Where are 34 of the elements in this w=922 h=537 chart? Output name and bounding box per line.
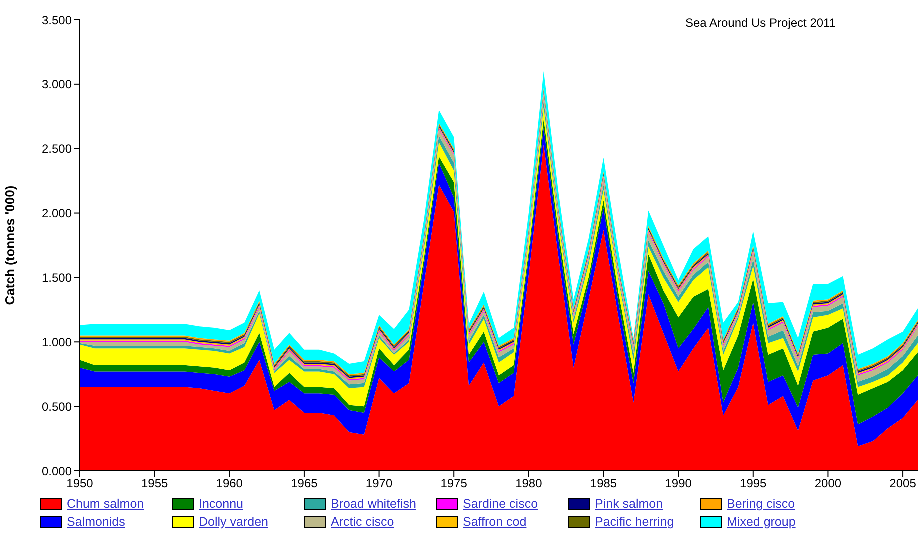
x-tick-label: 1980: [516, 476, 543, 491]
x-tick-label: 1970: [366, 476, 393, 491]
x-tick-label: 1985: [590, 476, 618, 491]
y-tick-label: 0.500: [42, 400, 72, 414]
legend-label: Inconnu: [199, 497, 244, 511]
x-tick-label: 2005: [890, 476, 917, 491]
y-tick-label: 0.000: [42, 464, 72, 478]
legend-label: Mixed group: [727, 515, 796, 529]
legend-label: Salmonids: [67, 515, 126, 529]
legend-label: Bering cisco: [727, 497, 796, 511]
y-tick-label: 2.000: [42, 206, 72, 221]
x-tick-label: 1990: [665, 476, 692, 491]
y-tick-label: 2.500: [42, 142, 72, 156]
x-tick-label: 2000: [814, 476, 842, 491]
x-tick-label: 1995: [740, 476, 768, 491]
x-tick-label: 1960: [216, 476, 244, 491]
legend-label: Arctic cisco: [331, 515, 394, 529]
x-tick-label: 1975: [440, 476, 468, 491]
legend-label: Sardine cisco: [463, 497, 538, 511]
x-tick-label: 1955: [141, 476, 168, 491]
y-tick-label: 1.500: [42, 270, 72, 285]
x-tick-label: 1965: [291, 476, 318, 491]
legend-label: Dolly varden: [199, 515, 268, 529]
legend-label: Pacific herring: [595, 515, 674, 529]
y-tick-label: 3.000: [42, 78, 72, 92]
legend-label: Chum salmon: [67, 497, 144, 511]
legend-label: Broad whitefish: [331, 497, 416, 511]
y-tick-label: 3.500: [42, 13, 72, 28]
legend-label: Pink salmon: [595, 497, 664, 511]
legend-label: Saffron cod: [463, 515, 527, 529]
x-tick-label: 1950: [66, 476, 94, 491]
y-tick-label: 1.000: [42, 335, 72, 350]
annotation: Sea Around Us Project 2011: [685, 16, 836, 30]
y-axis-title: Catch (tonnes '000): [2, 186, 18, 306]
